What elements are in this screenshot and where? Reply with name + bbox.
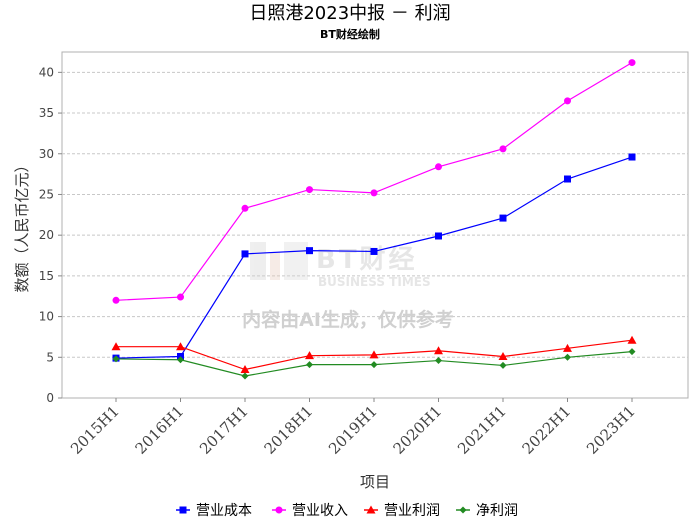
y-tick-label: 15: [39, 269, 54, 283]
data-point-2-1: [176, 342, 185, 351]
x-tick-label: 2022H1: [519, 402, 575, 458]
series-markers: [111, 59, 637, 380]
data-point-2-8: [627, 335, 637, 344]
y-tick-label: 0: [46, 391, 54, 405]
data-point-0-7: [564, 175, 571, 183]
x-tick-label: 2021H1: [454, 402, 510, 458]
data-point-3-4: [370, 361, 378, 369]
y-tick-label: 5: [46, 350, 54, 364]
data-point-1-5: [435, 163, 442, 171]
y-axis-ticks: 0 5 10 15 20 25 30 35 40: [39, 65, 62, 405]
data-point-2-3: [305, 351, 314, 360]
chart-title: 日照港2023中报 － 利润: [249, 3, 450, 24]
x-axis-ticks: 2015H1 2016H1 2017H1 2018H1 2019H1 2020H1 2021…: [67, 398, 639, 458]
x-tick-label: 2023H1: [583, 402, 639, 458]
data-point-0-2: [241, 250, 249, 258]
watermark-brand: BT财经: [316, 244, 418, 275]
legend-label-2: 营业利润: [384, 503, 440, 519]
data-point-0-8: [628, 153, 636, 161]
x-tick-label: 2018H1: [261, 402, 317, 458]
x-tick-label: 2017H1: [196, 402, 252, 458]
gridlines: [62, 71, 688, 358]
watermark-notice: 内容由AI生成，仅供参考: [242, 308, 454, 331]
x-tick-label: 2016H1: [132, 402, 188, 458]
data-point-1-2: [241, 204, 249, 212]
legend-marker-2: [366, 505, 376, 514]
x-tick-label: 2015H1: [67, 402, 123, 458]
data-point-1-8: [628, 59, 636, 67]
data-point-0-6: [499, 214, 507, 222]
legend: 营业成本 营业收入 营业利润 净利润: [176, 503, 518, 519]
data-point-1-7: [564, 97, 571, 105]
y-tick-label: 40: [39, 65, 54, 79]
x-tick-label: 2020H1: [390, 402, 446, 458]
watermark-logo-icon: [250, 242, 266, 280]
data-point-2-5: [434, 346, 443, 355]
data-point-1-4: [370, 189, 378, 197]
data-point-3-3: [306, 361, 313, 369]
watermark-logo-icon-2: [270, 252, 280, 280]
y-axis-label: 数额（人民币亿元）: [13, 157, 31, 292]
data-point-1-6: [499, 145, 507, 153]
plot-area: [61, 51, 689, 399]
legend-marker-3: [459, 506, 467, 514]
chart-subtitle: BT财经绘制: [320, 27, 380, 41]
data-point-3-7: [564, 353, 571, 361]
legend-label-3: 净利润: [476, 503, 518, 519]
legend-marker-0: [179, 506, 187, 514]
data-point-0-4: [370, 247, 378, 255]
y-tick-label: 35: [39, 106, 54, 120]
data-point-3-6: [499, 361, 507, 369]
watermark: BT财经 BUSINESS TIMES: [250, 242, 431, 289]
data-point-3-1: [177, 356, 184, 364]
data-point-2-4: [369, 350, 379, 359]
legend-label-1: 营业收入: [292, 503, 348, 519]
y-tick-label: 10: [39, 310, 54, 324]
data-point-0-3: [306, 247, 313, 255]
watermark-logo-icon-3: [284, 242, 308, 280]
data-point-3-2: [241, 372, 249, 380]
x-axis-label: 项目: [360, 473, 390, 491]
legend-label-0: 营业成本: [196, 503, 252, 519]
data-point-0-5: [435, 232, 442, 240]
legend-marker-1: [275, 506, 283, 514]
data-point-3-0: [112, 355, 120, 363]
data-point-2-0: [111, 342, 121, 351]
watermark-brand-en: BUSINESS TIMES: [318, 275, 431, 289]
data-point-2-7: [563, 343, 572, 352]
data-point-2-2: [240, 365, 250, 374]
y-tick-label: 25: [39, 187, 54, 201]
data-point-3-8: [628, 348, 636, 356]
data-point-3-5: [435, 357, 442, 365]
data-point-1-0: [112, 296, 120, 304]
x-tick-label: 2019H1: [325, 402, 381, 458]
y-tick-label: 20: [39, 228, 54, 242]
data-point-1-3: [306, 186, 313, 194]
data-point-2-6: [498, 351, 508, 360]
data-point-1-1: [177, 293, 184, 301]
y-tick-label: 30: [39, 147, 54, 161]
